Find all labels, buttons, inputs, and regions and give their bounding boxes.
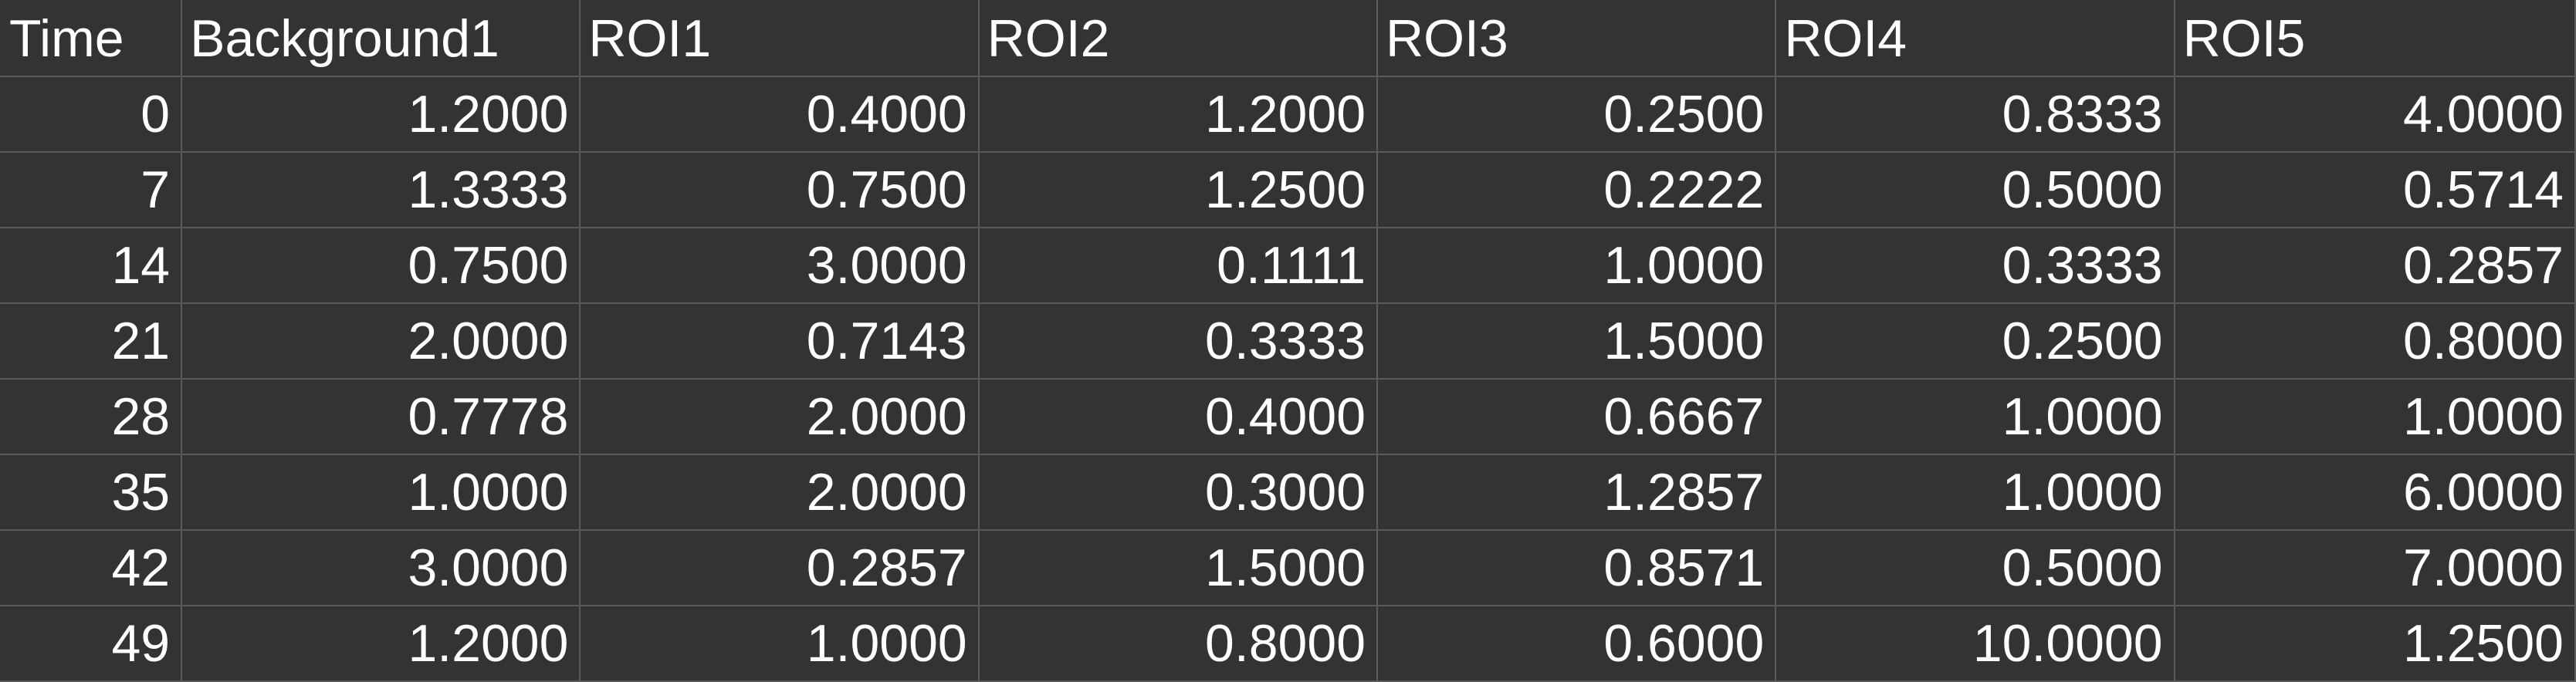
table-cell[interactable]: 0.2222 (1376, 151, 1777, 228)
table-cell[interactable]: 1.2000 (181, 605, 581, 682)
table-cell[interactable]: 1.0000 (2173, 378, 2576, 455)
table-cell[interactable]: 0.8000 (2173, 302, 2576, 380)
header-cell-roi3[interactable]: ROI3 (1376, 0, 1777, 77)
table-cell[interactable]: 7.0000 (2173, 529, 2576, 606)
table-cell[interactable]: 0.8333 (1775, 76, 2175, 153)
table-cell[interactable]: 0.6667 (1376, 378, 1777, 455)
table-cell[interactable]: 0.3333 (1775, 227, 2175, 304)
table-row: 0 1.2000 0.4000 1.2000 0.2500 0.8333 4.0… (0, 76, 2576, 153)
table-cell[interactable]: 0.5714 (2173, 151, 2576, 228)
table-cell[interactable]: 1.0000 (1376, 227, 1777, 304)
table-cell[interactable]: 1.2500 (977, 151, 1379, 228)
header-cell-time[interactable]: Time (0, 0, 183, 77)
table-cell[interactable]: 1.0000 (579, 605, 980, 682)
header-cell-roi5[interactable]: ROI5 (2173, 0, 2576, 77)
table-cell[interactable]: 0.8571 (1376, 529, 1777, 606)
table-cell[interactable]: 0.7500 (181, 227, 581, 304)
table-row: 42 3.0000 0.2857 1.5000 0.8571 0.5000 7.… (0, 529, 2576, 606)
table-row: 28 0.7778 2.0000 0.4000 0.6667 1.0000 1.… (0, 378, 2576, 455)
table-cell[interactable]: 1.0000 (1775, 454, 2175, 531)
header-cell-roi2[interactable]: ROI2 (977, 0, 1379, 77)
table-cell[interactable]: 1.3333 (181, 151, 581, 228)
table-cell[interactable]: 7 (0, 151, 183, 228)
table-cell[interactable]: 0.4000 (579, 76, 980, 153)
table-cell[interactable]: 6.0000 (2173, 454, 2576, 531)
table-cell[interactable]: 0.1111 (977, 227, 1379, 304)
header-cell-background1[interactable]: Background1 (181, 0, 581, 77)
table-row: 49 1.2000 1.0000 0.8000 0.6000 10.0000 1… (0, 605, 2576, 682)
header-cell-roi1[interactable]: ROI1 (579, 0, 980, 77)
table-cell[interactable]: 10.0000 (1775, 605, 2175, 682)
table-cell[interactable]: 0.8000 (977, 605, 1379, 682)
table-cell[interactable]: 21 (0, 302, 183, 380)
table-row: 21 2.0000 0.7143 0.3333 1.5000 0.2500 0.… (0, 302, 2576, 380)
table-cell[interactable]: 49 (0, 605, 183, 682)
table-cell[interactable]: 0.2500 (1775, 302, 2175, 380)
table-cell[interactable]: 0.6000 (1376, 605, 1777, 682)
table-cell[interactable]: 0.2857 (2173, 227, 2576, 304)
table-cell[interactable]: 1.5000 (1376, 302, 1777, 380)
table-cell[interactable]: 0.2857 (579, 529, 980, 606)
table-cell[interactable]: 0.7778 (181, 378, 581, 455)
table-cell[interactable]: 35 (0, 454, 183, 531)
table-row: 7 1.3333 0.7500 1.2500 0.2222 0.5000 0.5… (0, 151, 2576, 228)
table-cell[interactable]: 28 (0, 378, 183, 455)
table-cell[interactable]: 2.0000 (579, 378, 980, 455)
table-cell[interactable]: 0.5000 (1775, 151, 2175, 228)
table-cell[interactable]: 1.0000 (181, 454, 581, 531)
header-row: Time Background1 ROI1 ROI2 ROI3 ROI4 ROI… (0, 0, 2576, 77)
table-cell[interactable]: 3.0000 (181, 529, 581, 606)
table-cell[interactable]: 0.3000 (977, 454, 1379, 531)
table-cell[interactable]: 0.4000 (977, 378, 1379, 455)
table-cell[interactable]: 1.0000 (1775, 378, 2175, 455)
table-cell[interactable]: 2.0000 (579, 454, 980, 531)
table-cell[interactable]: 42 (0, 529, 183, 606)
table-cell[interactable]: 0.7500 (579, 151, 980, 228)
table-cell[interactable]: 14 (0, 227, 183, 304)
table-cell[interactable]: 0.2500 (1376, 76, 1777, 153)
table-cell[interactable]: 1.2000 (977, 76, 1379, 153)
table-cell[interactable]: 3.0000 (579, 227, 980, 304)
table-cell[interactable]: 0.3333 (977, 302, 1379, 380)
table-cell[interactable]: 0.5000 (1775, 529, 2175, 606)
table-cell[interactable]: 1.2000 (181, 76, 581, 153)
table-row: 14 0.7500 3.0000 0.1111 1.0000 0.3333 0.… (0, 227, 2576, 304)
table-cell[interactable]: 1.2500 (2173, 605, 2576, 682)
table-cell[interactable]: 0.7143 (579, 302, 980, 380)
table-cell[interactable]: 2.0000 (181, 302, 581, 380)
table-row: 35 1.0000 2.0000 0.3000 1.2857 1.0000 6.… (0, 454, 2576, 531)
table-cell[interactable]: 4.0000 (2173, 76, 2576, 153)
table-cell[interactable]: 0 (0, 76, 183, 153)
table-cell[interactable]: 1.5000 (977, 529, 1379, 606)
table-cell[interactable]: 1.2857 (1376, 454, 1777, 531)
header-cell-roi4[interactable]: ROI4 (1775, 0, 2175, 77)
